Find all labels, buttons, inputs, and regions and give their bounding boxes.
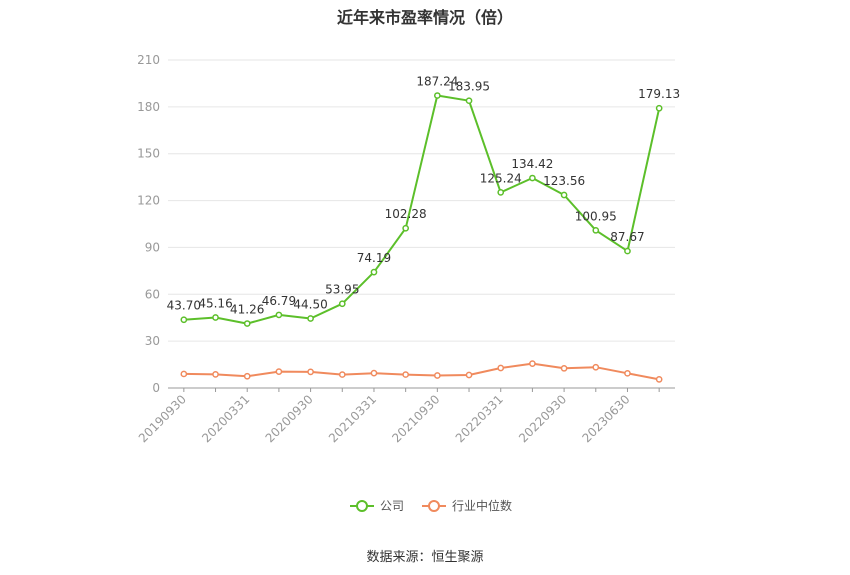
data-point	[624, 369, 631, 377]
data-point	[243, 320, 251, 327]
y-tick-label: 30	[145, 334, 160, 348]
data-point	[180, 316, 188, 324]
y-tick-label: 90	[145, 240, 160, 254]
grid-lines	[168, 59, 675, 342]
y-tick-label: 60	[145, 287, 160, 301]
data-point	[180, 370, 188, 378]
data-label: 183.95	[448, 80, 490, 94]
data-point	[402, 224, 410, 232]
data-point	[592, 363, 600, 371]
data-point	[307, 368, 314, 376]
x-tick-label: 20220331	[453, 392, 506, 445]
data-point	[370, 268, 378, 276]
data-point	[624, 247, 631, 255]
x-tick-label: 20210331	[326, 392, 379, 445]
data-point	[338, 300, 346, 308]
data-source: 数据来源：恒生聚源	[366, 550, 484, 565]
data-point	[212, 371, 219, 378]
data-point	[655, 376, 663, 383]
data-label: 102.28	[385, 207, 427, 221]
y-axis: 0 30 60 90 120 150 180 210	[137, 53, 160, 395]
data-point	[275, 368, 283, 375]
data-point	[307, 315, 314, 322]
data-label: 187.24	[416, 75, 458, 89]
data-point	[243, 372, 251, 380]
data-label: 43.70	[167, 299, 201, 313]
data-point	[497, 189, 505, 196]
data-point	[560, 191, 568, 199]
data-point	[402, 371, 410, 378]
data-point	[433, 372, 441, 379]
legend-swatch-marker	[428, 500, 440, 512]
series-group	[180, 92, 663, 383]
x-axis: 20190930 20200331 20200930 20210331 20210930…	[136, 387, 675, 445]
data-label: 134.42	[511, 157, 553, 171]
data-point	[465, 97, 473, 105]
data-point	[212, 314, 219, 321]
data-label: 100.95	[575, 209, 617, 223]
legend-label: 行业中位数	[452, 498, 512, 513]
data-label: 45.16	[198, 296, 232, 310]
data-point	[275, 311, 283, 319]
data-point	[560, 364, 568, 372]
x-tick-label: 20210930	[389, 392, 442, 445]
data-label: 44.50	[293, 297, 327, 311]
data-label: 179.13	[638, 87, 680, 101]
series-line	[183, 362, 660, 381]
y-tick-label: 210	[137, 53, 160, 67]
data-point	[370, 369, 378, 377]
data-label: 74.19	[357, 251, 391, 265]
x-tick-label: 20190930	[136, 392, 189, 445]
data-point	[497, 364, 505, 372]
data-label: 125.24	[480, 171, 522, 185]
y-tick-label: 180	[137, 100, 160, 114]
data-point	[433, 92, 441, 99]
y-tick-label: 0	[152, 381, 160, 395]
y-tick-label: 120	[137, 194, 160, 208]
data-point	[592, 226, 600, 234]
data-label: 46.79	[262, 294, 296, 308]
legend: 公司 行业中位数	[350, 498, 512, 513]
x-tick-label: 20200331	[199, 392, 252, 445]
data-point	[529, 174, 536, 182]
x-tick-label: 20230630	[580, 392, 633, 445]
data-label: 123.56	[543, 174, 585, 188]
x-tick-label: 20200930	[263, 392, 316, 445]
legend-label: 公司	[380, 499, 404, 513]
data-point	[529, 360, 536, 367]
data-point	[655, 104, 663, 112]
data-label: 87.67	[610, 230, 644, 244]
chart-title: 近年来市盈率情况（倍）	[336, 8, 513, 27]
x-tick-label: 20220930	[516, 392, 569, 445]
series-line	[183, 94, 661, 325]
y-tick-label: 150	[137, 147, 160, 161]
data-label: 41.26	[230, 303, 264, 317]
data-point	[465, 371, 473, 379]
legend-swatch-marker	[356, 500, 368, 512]
data-label: 53.95	[325, 283, 359, 297]
data-point	[338, 371, 346, 378]
